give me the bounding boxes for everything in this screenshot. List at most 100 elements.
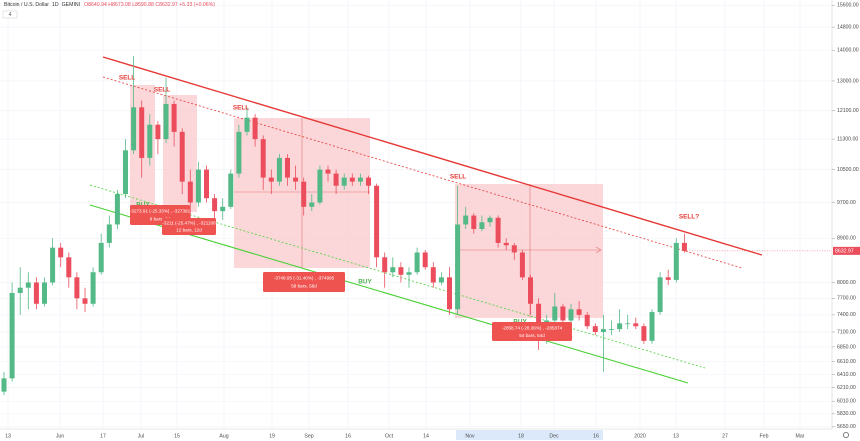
settings-icon[interactable] <box>843 431 850 438</box>
candle-body <box>106 224 112 243</box>
measure-arrow <box>595 246 602 254</box>
candle-body <box>179 131 185 182</box>
candle-body <box>609 329 614 330</box>
candle-body <box>592 326 598 333</box>
candle-body <box>204 169 209 199</box>
x-tick-label: Mar <box>796 433 805 439</box>
interval: 1D <box>52 2 59 8</box>
measure-bars: 12 bars, 12d <box>176 227 202 232</box>
sell-label: SELL <box>450 174 466 181</box>
candle-body <box>171 103 177 132</box>
x-tick-label: Aug <box>219 433 228 439</box>
sell-label: SELL <box>154 87 170 94</box>
candle-body <box>325 169 331 174</box>
candle-body <box>463 215 469 225</box>
candle-body <box>641 326 647 341</box>
candles <box>1 56 832 396</box>
candle-body <box>58 247 64 258</box>
measure-box <box>492 322 572 341</box>
x-tick-label: Sep <box>304 433 313 439</box>
channel-line <box>102 56 763 256</box>
y-tick-label: 12100.00 <box>837 108 859 114</box>
axes: 15600.00 14800.00 14000.00 13000.00 12100.00… <box>5 3 860 439</box>
candle-body <box>309 202 315 207</box>
candle-body <box>447 277 452 310</box>
candle-body <box>633 323 639 327</box>
y-tick-label: 7700.00 <box>837 296 856 302</box>
candle-body <box>228 173 234 207</box>
candle-body <box>617 323 623 330</box>
last-price-tag <box>833 246 860 255</box>
candle-body <box>301 181 307 207</box>
measure-bars: 58 bars, 58d <box>291 284 317 289</box>
x-tick-label: Oct <box>385 433 394 439</box>
measure-change: -3273.91 (-25.33%) , -327391 <box>130 209 191 214</box>
x-tick-label: Nov <box>465 433 475 439</box>
x-tick-label: 16 <box>345 433 351 439</box>
indicator-toggle[interactable] <box>2 10 18 19</box>
legend: Bitcoin / U.S. Dollar 1D GEMINI O8640.94 H8… <box>4 2 215 8</box>
candle-body <box>673 242 679 280</box>
candle-body <box>114 194 120 225</box>
y-tick-label: 6850.00 <box>837 344 856 350</box>
candle-body <box>90 272 96 304</box>
candle-body <box>268 177 274 182</box>
candle-body <box>665 277 671 280</box>
x-tick-label: 2020 <box>634 433 646 439</box>
x-tick-label: 15 <box>174 433 180 439</box>
candle-body <box>260 139 266 178</box>
sell-label: SELL <box>119 75 135 82</box>
candle-body <box>123 150 128 195</box>
candle-body <box>293 177 299 182</box>
price-axis <box>832 0 860 441</box>
candle-body <box>74 277 80 299</box>
candle-body <box>357 177 363 182</box>
candle-body <box>382 257 388 273</box>
y-tick-label: 10500.00 <box>837 167 859 173</box>
candle-body <box>438 277 444 283</box>
x-tick-label: 27 <box>722 433 728 439</box>
candle-body <box>487 217 493 223</box>
y-tick-label: 8900.00 <box>837 236 856 242</box>
candle-body <box>374 185 380 258</box>
time-range-highlight <box>456 430 603 440</box>
candle-body <box>390 267 396 273</box>
ohlc-readout: O8640.94 H8673.08 L8590.88 C8632.97 +5.3… <box>84 2 215 8</box>
candle-body <box>406 272 412 275</box>
candle-body <box>625 323 631 325</box>
candle-body <box>366 177 371 186</box>
candle-body <box>212 198 218 212</box>
candle-body <box>471 215 477 230</box>
measure-box <box>162 218 216 235</box>
candle-body <box>285 157 290 178</box>
candle-body <box>414 252 420 273</box>
buy-label: BUY <box>358 279 372 286</box>
exchange: GEMINI <box>62 2 80 8</box>
candle-body <box>341 177 347 186</box>
y-tick-label: 7100.00 <box>837 329 856 335</box>
candle-body <box>147 124 153 158</box>
measure-bars: 8 bars, 8d <box>150 217 171 222</box>
y-tick-label: 5830.00 <box>837 411 856 417</box>
candle-body <box>333 173 339 186</box>
measure-box <box>263 272 345 292</box>
candle-body <box>657 277 663 313</box>
candle-body <box>25 282 31 288</box>
candle-body <box>422 252 428 268</box>
candle-body <box>9 292 15 379</box>
sell-label: SELL? <box>679 214 699 221</box>
measure-change: -2858.74 (-28.36%) , -285874 <box>502 325 563 330</box>
x-tick-label: Jun <box>56 433 64 439</box>
candle-body <box>600 329 606 333</box>
x-tick-label: 13 <box>673 433 679 439</box>
candle-body <box>349 177 355 182</box>
candle-body <box>519 252 525 278</box>
candle-body <box>17 287 23 293</box>
y-tick-label: 11300.00 <box>837 137 858 143</box>
y-tick-label: 8000.00 <box>837 280 856 286</box>
candle-body <box>236 131 242 174</box>
channel-midline <box>102 76 743 269</box>
candle-body <box>155 124 161 140</box>
